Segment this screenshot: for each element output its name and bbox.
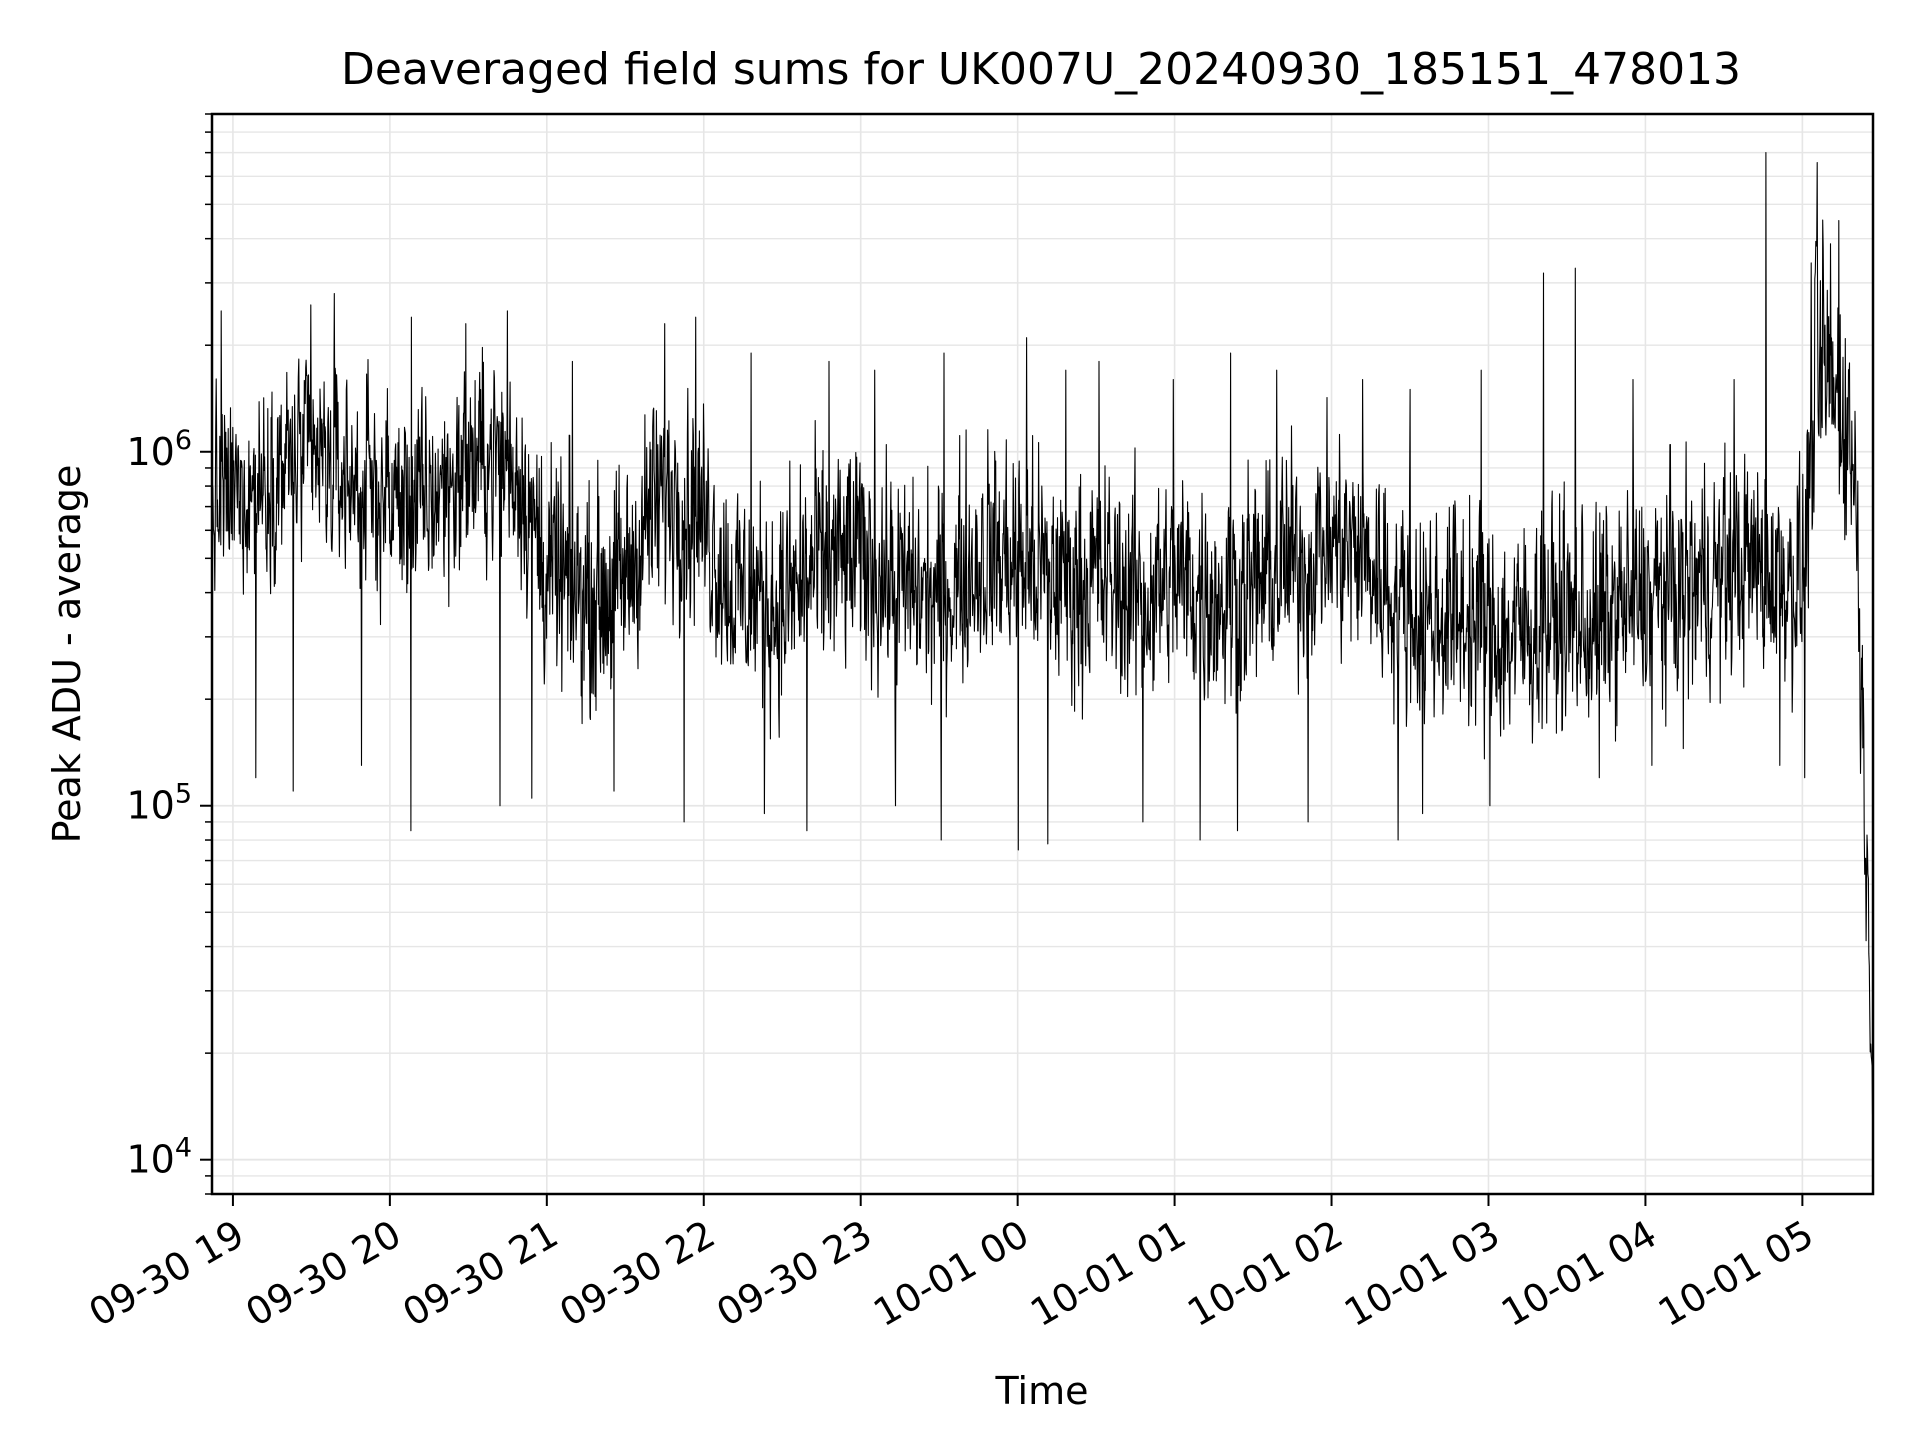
x-tick-label: 10-01 04 <box>1494 1212 1664 1336</box>
y-tick-label: 105 <box>126 779 192 828</box>
x-tick-label: 10-01 03 <box>1337 1212 1507 1336</box>
x-tick-label: 10-01 05 <box>1651 1212 1821 1336</box>
x-tick-label: 10-01 00 <box>866 1212 1036 1336</box>
x-tick-label: 09-30 19 <box>81 1212 251 1336</box>
y-tick-label: 104 <box>126 1133 192 1182</box>
plot-frame <box>210 112 1875 1196</box>
x-tick-label: 09-30 22 <box>552 1212 722 1336</box>
x-tick-label: 10-01 02 <box>1180 1212 1350 1336</box>
y-axis-label: Peak ADU - average <box>45 465 89 844</box>
x-tick-label: 09-30 20 <box>238 1212 408 1336</box>
series-layer <box>211 152 1874 1130</box>
x-tick-label: 09-30 23 <box>709 1212 879 1336</box>
x-tick-label: 09-30 21 <box>395 1212 565 1336</box>
series-line <box>211 152 1874 1130</box>
chart-title: Deaveraged field sums for UK007U_2024093… <box>341 44 1741 95</box>
x-axis-label: Time <box>995 1369 1089 1413</box>
x-tick-label: 10-01 01 <box>1023 1212 1193 1336</box>
y-tick-label: 106 <box>126 425 192 474</box>
